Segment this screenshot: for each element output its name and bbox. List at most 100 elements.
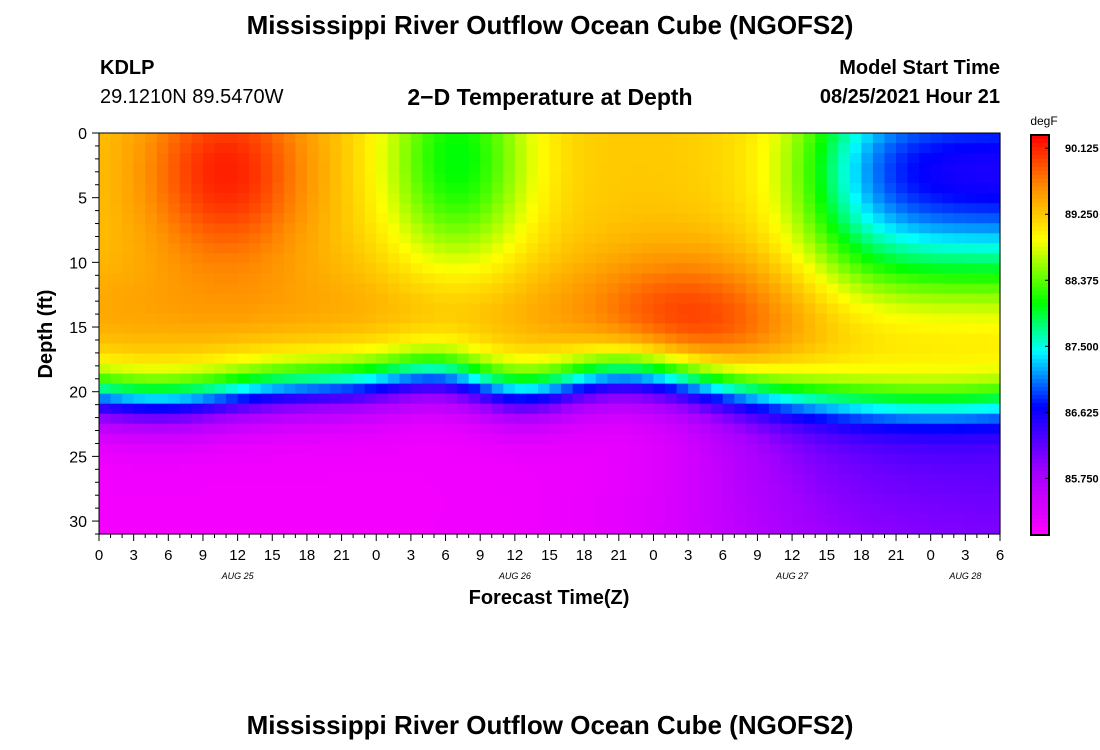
heatmap-cell	[757, 313, 770, 325]
heatmap-cell	[283, 373, 296, 385]
heatmap-cell	[572, 423, 585, 435]
heatmap-cell	[896, 433, 909, 445]
heatmap-cell	[942, 363, 955, 375]
heatmap-cell	[919, 473, 932, 485]
heatmap-cell	[353, 213, 366, 224]
heatmap-cell	[480, 133, 493, 144]
heatmap-cell	[665, 523, 678, 535]
heatmap-cell	[387, 393, 400, 405]
heatmap-cell	[630, 173, 643, 184]
heatmap-cell	[514, 203, 527, 214]
heatmap-cell	[618, 173, 631, 184]
heatmap-cell	[641, 163, 655, 174]
heatmap-cell	[364, 463, 377, 475]
heatmap-cell	[595, 233, 608, 244]
heatmap-cell	[768, 363, 782, 375]
heatmap-cell	[387, 143, 400, 154]
heatmap-cell	[318, 303, 331, 315]
heatmap-cell	[930, 153, 943, 164]
heatmap-cell	[861, 343, 874, 355]
heatmap-cell	[341, 383, 354, 395]
heatmap-cell	[433, 463, 447, 475]
heatmap-cell	[838, 393, 851, 405]
heatmap-cell	[734, 423, 747, 435]
heatmap-cell	[145, 503, 158, 515]
heatmap-cell	[757, 153, 770, 164]
heatmap-cell	[988, 393, 1001, 405]
heatmap-cell	[792, 493, 805, 505]
heatmap-cell	[156, 423, 169, 435]
heatmap-cell	[537, 403, 551, 415]
heatmap-cell	[503, 163, 516, 174]
heatmap-cell	[387, 173, 400, 184]
heatmap-cell	[226, 283, 239, 295]
colorbar-segment	[1031, 231, 1049, 236]
heatmap-cell	[607, 273, 620, 284]
heatmap-cell	[503, 373, 516, 385]
heatmap-cell	[757, 263, 770, 274]
heatmap-cell	[584, 423, 597, 435]
heatmap-cell	[734, 173, 747, 184]
heatmap-cell	[249, 293, 262, 305]
heatmap-cell	[653, 223, 666, 234]
heatmap-cell	[445, 343, 458, 355]
heatmap-cell	[341, 373, 354, 385]
heatmap-cell	[110, 233, 123, 244]
heatmap-cell	[884, 493, 897, 505]
heatmap-cell	[399, 203, 412, 214]
heatmap-cell	[861, 483, 874, 495]
heatmap-cell	[849, 343, 862, 355]
heatmap-cell	[376, 463, 389, 475]
heatmap-cell	[399, 273, 412, 284]
heatmap-cell	[549, 223, 562, 234]
heatmap-cell	[653, 243, 666, 254]
heatmap-cell	[260, 333, 273, 345]
heatmap-cell	[445, 413, 458, 425]
heatmap-cell	[272, 233, 285, 244]
heatmap-cell	[526, 213, 539, 224]
heatmap-cell	[306, 263, 320, 274]
heatmap-cell	[965, 243, 978, 254]
heatmap-cell	[838, 213, 851, 224]
heatmap-cell	[364, 473, 377, 485]
heatmap-cell	[838, 453, 851, 465]
heatmap-cell	[110, 433, 123, 445]
heatmap-cell	[803, 493, 816, 505]
heatmap-cell	[792, 483, 805, 495]
heatmap-cell	[410, 133, 424, 144]
heatmap-cell	[803, 513, 816, 525]
heatmap-cell	[249, 513, 262, 525]
heatmap-cell	[156, 253, 169, 264]
heatmap-cell	[399, 373, 412, 385]
heatmap-cell	[942, 213, 955, 224]
heatmap-cell	[826, 433, 839, 445]
heatmap-cell	[537, 343, 551, 355]
heatmap-cell	[237, 163, 250, 174]
heatmap-cell	[676, 133, 689, 144]
heatmap-cell	[283, 303, 296, 315]
heatmap-cell	[168, 313, 181, 325]
heatmap-cell	[919, 383, 932, 395]
heatmap-cell	[468, 263, 481, 274]
heatmap-cell	[295, 483, 308, 495]
heatmap-cell	[226, 503, 239, 515]
heatmap-cell	[330, 183, 343, 194]
heatmap-cell	[202, 323, 216, 335]
heatmap-cell	[237, 503, 250, 515]
heatmap-cell	[688, 403, 701, 415]
heatmap-cell	[561, 253, 574, 264]
heatmap-cell	[122, 343, 135, 355]
heatmap-cell	[734, 163, 747, 174]
heatmap-cell	[306, 193, 320, 204]
heatmap-cell	[584, 523, 597, 535]
heatmap-cell	[341, 453, 354, 465]
heatmap-cell	[607, 403, 620, 415]
heatmap-cell	[249, 443, 262, 455]
heatmap-cell	[976, 473, 990, 485]
heatmap-cell	[226, 323, 239, 335]
heatmap-cell	[872, 303, 886, 315]
heatmap-cell	[364, 503, 377, 515]
heatmap-cell	[768, 523, 782, 535]
heatmap-cell	[272, 383, 285, 395]
colorbar-segment	[1031, 475, 1049, 480]
